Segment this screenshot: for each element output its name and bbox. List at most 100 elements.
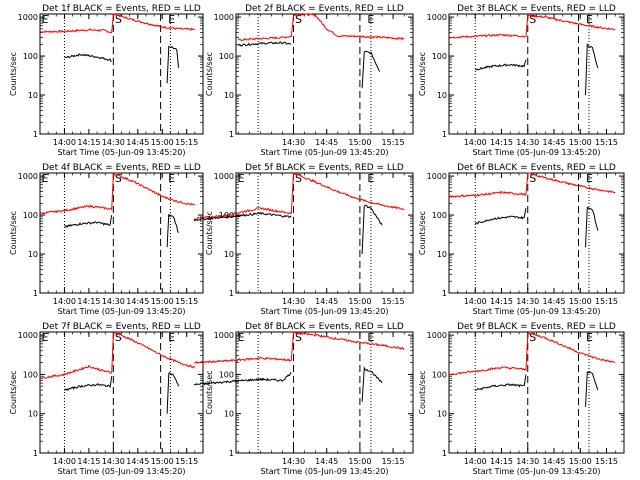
x-tick-label: 15:15	[382, 457, 405, 466]
interval-marker-label: E	[168, 331, 175, 344]
panel-title: Det 7f BLACK = Events, RED = LLD	[42, 322, 201, 332]
y-tick-label: 1000	[214, 172, 234, 181]
event-rate-trace	[166, 214, 179, 248]
event-rate-trace	[193, 212, 292, 222]
lld-rate-trace	[39, 330, 196, 380]
panel-title: Det 4f BLACK = Events, RED = LLD	[42, 163, 201, 173]
event-rate-trace	[585, 42, 599, 96]
event-rate-trace	[361, 365, 383, 402]
lld-rate-trace	[237, 13, 405, 42]
lld-rate-trace	[39, 172, 196, 215]
detector-panel: Det 4f BLACK = Events, RED = LLD 1 10 100 10…	[9, 163, 204, 316]
x-tick-label: 15:00	[569, 138, 592, 147]
y-axis-label: Counts/sec	[9, 52, 18, 96]
detector-panel: Det 1f BLACK = Events, RED = LLD 1 10 100 10…	[9, 4, 204, 157]
x-tick-label: 15:00	[348, 297, 371, 306]
y-tick-label: 1000	[18, 331, 38, 340]
y-tick-label: 1000	[427, 172, 447, 181]
y-tick-label: 1	[229, 289, 234, 298]
x-tick-label: 14:30	[516, 297, 539, 306]
y-tick-label: 10	[224, 410, 234, 419]
interval-marker-label: E	[586, 13, 593, 26]
x-tick-label: 15:15	[382, 138, 405, 147]
interval-marker-label: S	[295, 172, 302, 185]
x-tick-label: 15:00	[151, 138, 174, 147]
y-axis-label: Counts/sec	[205, 211, 214, 255]
panel-title: Det 2f BLACK = Events, RED = LLD	[245, 4, 404, 14]
y-tick-label: 1000	[427, 331, 447, 340]
detector-panel: Det 2f BLACK = Events, RED = LLD 1 10 100 10…	[205, 4, 414, 157]
y-tick-label: 100	[23, 52, 38, 61]
x-axis-label: Start Time (05-Jun-09 13:45:20)	[261, 467, 389, 476]
x-tick-label: 14:45	[315, 297, 338, 306]
event-rate-trace	[193, 372, 292, 386]
x-tick-label: 14:30	[102, 457, 125, 466]
interval-marker-label: S	[115, 13, 122, 26]
y-axis-label: Counts/sec	[418, 52, 427, 96]
interval-marker-label: E	[42, 331, 49, 344]
x-tick-label: 14:00	[53, 138, 76, 147]
x-tick-label: 14:45	[126, 138, 149, 147]
lld-rate-trace	[39, 13, 195, 34]
y-tick-label: 100	[432, 370, 447, 379]
panel-title: Det 5f BLACK = Events, RED = LLD	[245, 163, 404, 173]
x-tick-label: 14:30	[282, 138, 305, 147]
x-tick-label: 14:00	[464, 138, 487, 147]
x-tick-label: 14:15	[490, 138, 513, 147]
event-rate-trace	[585, 206, 599, 248]
y-tick-label: 100	[219, 52, 234, 61]
event-rate-trace	[166, 45, 179, 84]
x-tick-label: 14:15	[490, 297, 513, 306]
x-tick-label: 15:15	[175, 297, 198, 306]
interval-marker-label: S	[295, 331, 302, 344]
y-axis-label: Counts/sec	[9, 370, 18, 414]
lld-rate-trace	[448, 172, 616, 199]
panel-title: Det 3f BLACK = Events, RED = LLD	[457, 4, 616, 14]
y-tick-label: 10	[224, 91, 234, 100]
x-tick-label: 14:00	[464, 297, 487, 306]
x-tick-label: 14:15	[77, 138, 100, 147]
lld-rate-trace	[448, 332, 616, 376]
x-tick-label: 14:15	[77, 457, 100, 466]
interval-marker-label: E	[586, 172, 593, 185]
x-axis-label: Start Time (05-Jun-09 13:45:20)	[261, 148, 389, 157]
x-tick-label: 14:45	[126, 297, 149, 306]
interval-marker-label: E	[238, 172, 245, 185]
x-tick-label: 15:00	[151, 297, 174, 306]
lld-rate-trace	[193, 172, 405, 221]
x-tick-label: 15:00	[348, 457, 371, 466]
interval-marker-label: S	[529, 331, 536, 344]
x-tick-label: 14:45	[542, 457, 565, 466]
interval-marker-label: S	[295, 13, 302, 26]
event-rate-trace	[474, 208, 527, 225]
x-tick-label: 14:45	[315, 457, 338, 466]
x-tick-label: 15:00	[569, 297, 592, 306]
x-tick-label: 14:30	[516, 138, 539, 147]
x-tick-label: 15:15	[175, 138, 198, 147]
x-tick-label: 14:30	[516, 457, 539, 466]
interval-marker-label: E	[168, 13, 175, 26]
y-tick-label: 10	[224, 250, 234, 259]
x-axis-label: Start Time (05-Jun-09 13:45:20)	[261, 307, 389, 316]
y-tick-label: 1000	[427, 13, 447, 22]
interval-marker-label: E	[367, 331, 374, 344]
y-tick-label: 1	[33, 449, 38, 458]
y-tick-label: 100	[23, 370, 38, 379]
x-tick-label: 14:30	[102, 297, 125, 306]
y-axis-label: Counts/sec	[418, 211, 427, 255]
y-tick-label: 100	[23, 211, 38, 220]
y-tick-label: 1000	[214, 13, 234, 22]
y-tick-label: 1000	[18, 13, 38, 22]
y-axis-label: Counts/sec	[205, 370, 214, 414]
event-rate-trace	[64, 53, 112, 62]
x-axis-label: Start Time (05-Jun-09 13:45:20)	[58, 307, 186, 316]
y-tick-label: 1	[33, 130, 38, 139]
y-tick-label: 100	[432, 211, 447, 220]
x-tick-label: 15:15	[175, 457, 198, 466]
event-rate-trace	[361, 204, 383, 255]
interval-marker-label: S	[115, 331, 122, 344]
interval-marker-label: E	[42, 13, 49, 26]
interval-marker-label: E	[238, 331, 245, 344]
y-tick-label: 1000	[214, 331, 234, 340]
